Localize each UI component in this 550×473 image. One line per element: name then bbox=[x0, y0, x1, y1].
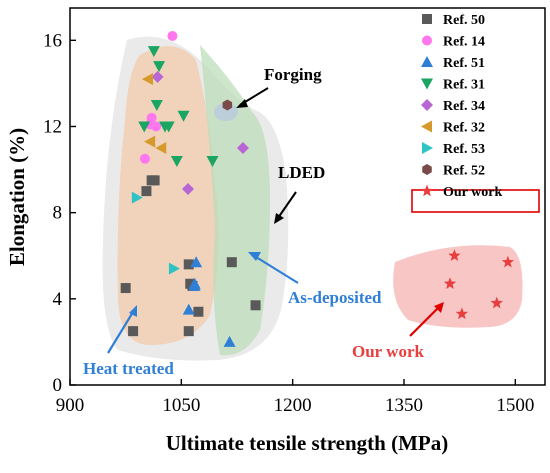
axis-ticks: 900 1050 1200 1350 1500 0 4 8 12 16 bbox=[43, 30, 534, 416]
legend-label-ref-14: Ref. 14 bbox=[443, 35, 485, 50]
point-ref-53 bbox=[168, 262, 180, 275]
legend-label-ref-51: Ref. 51 bbox=[443, 56, 485, 71]
point-ref-31 bbox=[138, 121, 151, 133]
y-tick-label: 0 bbox=[53, 375, 63, 396]
our-work-region bbox=[393, 245, 523, 328]
point-ref-34 bbox=[236, 142, 249, 155]
point-ref-32 bbox=[141, 73, 153, 86]
point-ref-51 bbox=[188, 279, 201, 291]
legend-label-ref-52: Ref. 52 bbox=[443, 164, 485, 179]
legend-label-ref-50: Ref. 50 bbox=[443, 13, 485, 28]
point-ref-50 bbox=[226, 257, 237, 268]
x-tick-label: 1050 bbox=[162, 395, 200, 416]
y-axis-title: Elongation (%) bbox=[5, 128, 29, 266]
x-tick-label: 900 bbox=[56, 395, 85, 416]
point-ref-34 bbox=[151, 70, 164, 83]
lded-arrow bbox=[277, 191, 297, 219]
legend-label-ref-53: Ref. 53 bbox=[443, 142, 485, 157]
point-ref-50 bbox=[183, 326, 194, 337]
point-ref-31 bbox=[159, 121, 171, 133]
our-work-arrow bbox=[409, 307, 439, 337]
plot-frame bbox=[69, 7, 546, 386]
legend-label-ref-31: Ref. 31 bbox=[443, 78, 485, 93]
legend-label-our-work: Our work bbox=[443, 185, 502, 200]
legend-marker-ref-52 bbox=[422, 164, 432, 175]
our-work-label: Our work bbox=[352, 342, 424, 361]
y-tick-label: 16 bbox=[43, 30, 62, 51]
point-ref-14 bbox=[151, 121, 162, 132]
point-ref-31 bbox=[150, 99, 163, 111]
point-ref-50 bbox=[141, 186, 152, 197]
point-our-work bbox=[490, 296, 503, 309]
point-ref-52 bbox=[222, 99, 233, 111]
lded-arrow-head bbox=[274, 213, 284, 224]
point-ref-31 bbox=[153, 61, 166, 73]
legend-marker-ref-14 bbox=[422, 35, 432, 46]
as-deposited-label: As-deposited bbox=[288, 288, 382, 307]
point-ref-32 bbox=[155, 142, 167, 155]
lded-label: LDED bbox=[278, 163, 325, 182]
heat-treated-region bbox=[117, 46, 219, 345]
point-ref-53 bbox=[131, 191, 143, 204]
point-ref-51 bbox=[223, 335, 236, 347]
legend-marker-ref-50 bbox=[422, 14, 432, 24]
point-our-work bbox=[443, 277, 457, 290]
legend-marker-ref-31 bbox=[421, 78, 433, 90]
legend-marker-our-work bbox=[420, 184, 434, 197]
point-ref-32 bbox=[144, 135, 156, 148]
point-ref-14 bbox=[139, 153, 150, 164]
point-ref-51 bbox=[182, 303, 195, 315]
y-tick-label: 12 bbox=[43, 116, 62, 137]
point-ref-31 bbox=[206, 155, 219, 167]
point-our-work bbox=[448, 249, 461, 262]
point-ref-50 bbox=[149, 175, 160, 186]
legend-label-ref-34: Ref. 34 bbox=[443, 99, 485, 114]
plot-border bbox=[69, 7, 546, 386]
heat-treated-label: Heat treated bbox=[83, 359, 174, 378]
y-tick-label: 4 bbox=[53, 289, 63, 310]
legend-label-ref-32: Ref. 32 bbox=[443, 121, 485, 136]
heat-treated-arrow-head bbox=[129, 305, 137, 317]
point-ref-50 bbox=[250, 300, 261, 311]
legend-marker-ref-53 bbox=[422, 142, 433, 154]
our-work-legend-highlight bbox=[411, 189, 540, 213]
annotations: Forging LDED As-deposited Heat treated O… bbox=[83, 65, 444, 378]
point-our-work bbox=[455, 307, 469, 320]
as-deposited-arrow-head bbox=[248, 252, 261, 261]
forging-label: Forging bbox=[264, 65, 322, 84]
point-ref-14 bbox=[146, 112, 157, 123]
point-ref-50 bbox=[128, 326, 139, 337]
legend-marker-ref-34 bbox=[421, 99, 433, 111]
point-ref-14 bbox=[167, 31, 178, 42]
as-deposited-arrow bbox=[255, 256, 299, 284]
point-our-work bbox=[501, 255, 515, 268]
as-deposited-region bbox=[200, 45, 270, 356]
heat-treated-arrow bbox=[107, 311, 134, 354]
point-ref-34 bbox=[182, 182, 195, 195]
legend-marker-ref-32 bbox=[421, 120, 432, 133]
point-ref-31 bbox=[147, 46, 160, 58]
point-ref-31 bbox=[177, 110, 190, 122]
data-points bbox=[120, 31, 515, 347]
point-ref-51 bbox=[190, 256, 203, 268]
x-axis-title: Ultimate tensile strength (MPa) bbox=[166, 431, 448, 455]
point-ref-50 bbox=[183, 259, 194, 270]
x-tick-label: 1500 bbox=[496, 395, 534, 416]
point-ref-31 bbox=[170, 155, 183, 167]
point-ref-50 bbox=[120, 283, 131, 294]
legend: Ref. 50 Ref. 14 Ref. 51 Ref. 31 Ref. 34 Ref. … bbox=[411, 13, 540, 213]
legend-marker-ref-51 bbox=[421, 56, 433, 67]
x-tick-label: 1200 bbox=[274, 395, 312, 416]
forging-arrow-head bbox=[236, 99, 248, 108]
x-tick-label: 1350 bbox=[385, 395, 423, 416]
point-ref-50 bbox=[193, 306, 204, 317]
our-work-arrow-head bbox=[434, 302, 444, 313]
y-tick-label: 8 bbox=[53, 203, 63, 224]
